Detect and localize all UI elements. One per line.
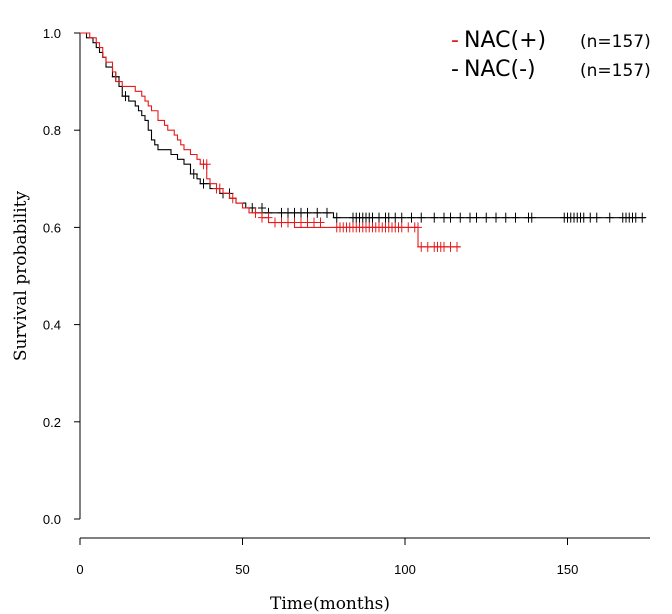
- x-tick-label: 150: [557, 562, 579, 577]
- y-tick-label: 0.2: [43, 415, 61, 430]
- legend-entry-nac-minus: - NAC(-) (n=157): [451, 57, 651, 82]
- legend-entry-nac-plus: - NAC(+) (n=157): [451, 28, 651, 53]
- censor-mark-nac-minus: [303, 207, 312, 218]
- censor-mark-nac-minus: [313, 207, 322, 218]
- censor-mark-nac-minus: [397, 212, 406, 223]
- censor-mark-nac-minus: [430, 212, 439, 223]
- censor-mark-nac-minus: [592, 212, 601, 223]
- survival-curve-nac-plus: [80, 32, 461, 248]
- plot-area: [80, 32, 647, 252]
- censor-mark-nac-plus: [202, 159, 211, 170]
- censor-mark-nac-plus: [251, 207, 260, 218]
- censor-mark-nac-minus: [605, 212, 614, 223]
- censor-mark-nac-minus: [492, 212, 500, 223]
- censor-mark-nac-minus: [638, 212, 647, 223]
- censor-mark-nac-minus: [501, 212, 510, 223]
- censor-mark-nac-minus: [248, 202, 257, 213]
- censor-mark-nac-plus: [215, 183, 224, 194]
- y-tick-label: 0.4: [43, 318, 61, 333]
- censor-mark-nac-plus: [228, 193, 237, 204]
- censor-mark-nac-minus: [417, 212, 426, 223]
- censor-mark-nac-minus: [407, 212, 416, 223]
- censor-mark-nac-minus: [199, 178, 208, 189]
- censor-mark-nac-minus: [472, 212, 481, 223]
- censor-mark-nac-plus: [453, 241, 461, 252]
- x-ticks: 0 50 100 150: [76, 538, 578, 577]
- x-axis: 0 50 100 150 Time(months): [76, 537, 650, 614]
- legend-label-nac-minus: NAC(-): [464, 57, 536, 82]
- x-axis-title: Time(months): [270, 594, 390, 614]
- x-tick-label: 50: [235, 562, 249, 577]
- legend-n-nac-minus: (n=157): [580, 61, 651, 81]
- censor-mark-nac-plus: [414, 222, 422, 233]
- legend-label-nac-plus: NAC(+): [464, 28, 546, 53]
- legend-n-nac-plus: (n=157): [580, 32, 651, 52]
- censor-mark-nac-minus: [323, 207, 331, 218]
- x-tick-label: 0: [76, 562, 83, 577]
- y-tick-label: 0.0: [43, 512, 61, 527]
- censor-mark-nac-minus: [511, 212, 520, 223]
- censor-mark-nac-minus: [527, 212, 536, 223]
- y-tick-label: 0.6: [43, 220, 61, 235]
- censor-mark-nac-minus: [121, 91, 130, 102]
- censor-mark-nac-plus: [264, 212, 273, 223]
- censor-mark-nac-minus: [332, 212, 341, 223]
- censor-mark-nac-minus: [456, 212, 465, 223]
- y-tick-label: 1.0: [43, 26, 61, 41]
- y-axis: 0.0 0.2 0.4 0.6 0.8 1.0 Survival probability: [11, 26, 81, 527]
- legend: - NAC(+) (n=157) - NAC(-) (n=157): [451, 28, 651, 82]
- legend-dash-nac-plus: -: [451, 28, 459, 53]
- x-tick-label: 100: [394, 562, 416, 577]
- censor-mark-nac-plus: [316, 217, 325, 228]
- y-ticks: 0.0 0.2 0.4 0.6 0.8 1.0: [43, 26, 80, 527]
- censor-mark-nac-minus: [446, 212, 455, 223]
- y-axis-title: Survival probability: [11, 190, 31, 361]
- censor-mark-nac-minus: [258, 202, 266, 213]
- legend-dash-nac-minus: -: [451, 57, 459, 82]
- censor-mark-nac-minus: [189, 168, 198, 179]
- censor-mark-nac-minus: [482, 212, 491, 223]
- y-tick-label: 0.8: [43, 123, 61, 138]
